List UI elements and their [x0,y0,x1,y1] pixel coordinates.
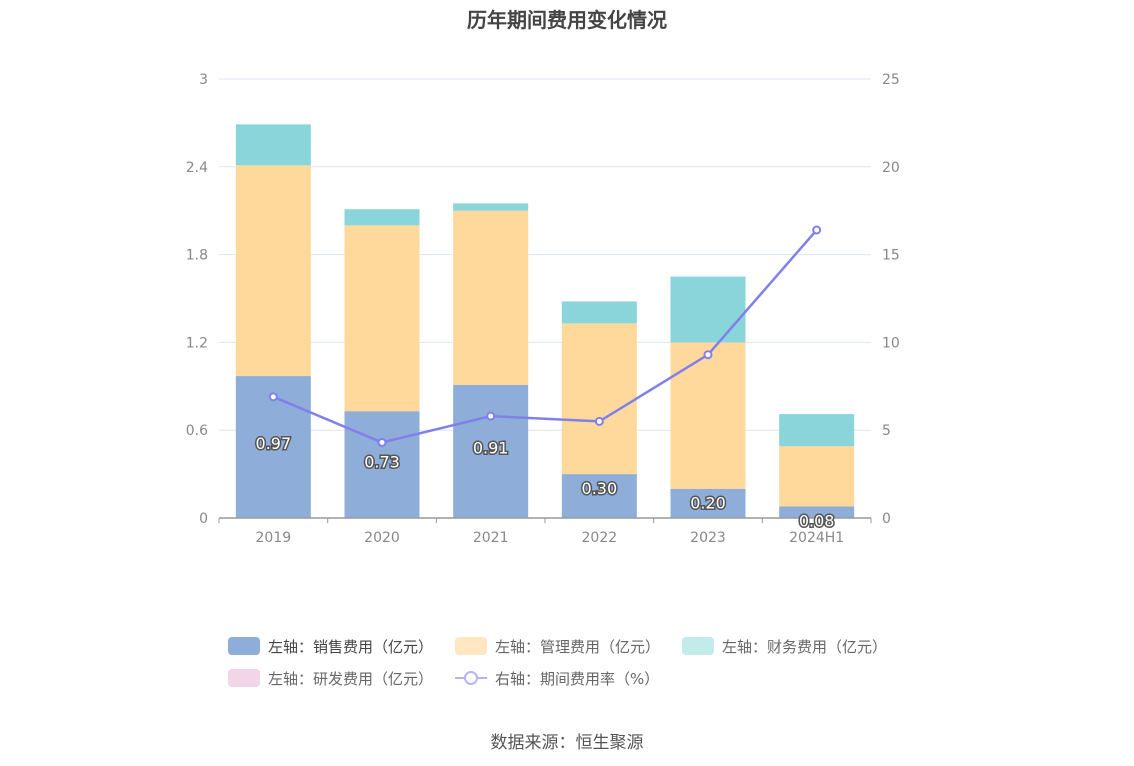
bar-segment [561,323,637,475]
legend-label-finance: 左轴：财务费用（亿元） [722,637,888,656]
right-axis-tick-label: 15 [882,248,900,264]
rate-point [268,392,278,402]
rate-line [272,229,818,444]
bar-segment [670,342,746,489]
x-axis-tick-label: 2022 [582,530,618,546]
legend-label-sales: 左轴：销售费用（亿元） [268,637,434,656]
axes: 0 0.6 1.2 1.8 2.4 3 0 5 10 15 20 25 2019 2020 2021 2022… [186,72,900,546]
x-axis-tick-label: 2020 [364,530,400,546]
left-axis-tick-label: 2.4 [186,160,208,176]
left-axis-tick-label: 1.8 [186,248,208,264]
source-note: 数据来源：恒生聚源 [490,733,644,753]
right-axis-tick-label: 0 [882,511,891,527]
bar-segment [561,474,637,518]
bar-segment [235,165,311,377]
rate-point [377,437,387,447]
bar-segment [235,124,311,166]
right-axis-tick-label: 25 [882,72,900,88]
x-axis-tick-label: 2021 [473,530,509,546]
left-axis-tick-label: 1.2 [186,335,208,351]
data-labels: 0.97 0.73 0.91 0.30 0.20 0.08 [254,432,836,532]
bar-data-label: 0.91 [473,438,509,457]
legend-item-rate[interactable]: 右轴：期间费用率（%） [455,668,659,689]
legend-line-rate-icon [455,669,488,687]
bar-segment [453,203,529,211]
legend-item-rnd[interactable]: 左轴：研发费用（亿元） [228,668,433,689]
left-axis-tick-label: 3 [199,72,208,88]
bar-segment [344,209,420,226]
legend-label-rate: 右轴：期间费用率（%） [495,669,660,688]
legend-label-rnd: 左轴：研发费用（亿元） [268,669,434,688]
rate-line-series [268,225,822,447]
bar-segment [779,414,855,447]
legend-item-admin[interactable]: 左轴：管理费用（亿元） [455,636,660,657]
chart-title: 历年期间费用变化情况 [467,8,667,32]
x-axis-tick-label: 2019 [256,530,292,546]
rate-point [812,225,822,235]
rate-point [486,411,496,421]
bar-series [235,124,855,518]
bar-data-label: 0.20 [690,494,726,513]
legend-label-admin: 左轴：管理费用（亿元） [495,637,661,656]
legend-swatch-sales [228,637,260,655]
left-axis-tick-label: 0.6 [186,423,208,439]
bar-data-label: 0.73 [364,452,400,471]
rate-point [703,350,713,360]
bar-segment [453,384,529,518]
bar-data-label: 0.08 [799,511,835,530]
legend: 左轴：销售费用（亿元） 左轴：管理费用（亿元） 左轴：财务费用（亿元） 左轴：研… [228,630,928,694]
legend-item-sales[interactable]: 左轴：销售费用（亿元） [228,636,433,657]
bar-segment [344,225,420,412]
bar-data-label: 0.97 [256,434,292,453]
grid-lines [219,78,871,431]
legend-swatch-admin [455,637,488,655]
bar-segment [670,276,746,343]
bar-segment [453,210,529,385]
legend-row-2: 左轴：研发费用（亿元） 右轴：期间费用率（%） [228,662,928,694]
bar-segment [344,411,420,518]
rate-point [594,416,604,426]
legend-swatch-rnd [228,669,260,687]
legend-item-finance[interactable]: 左轴：财务费用（亿元） [682,636,887,657]
x-axis-tick-label: 2023 [690,530,726,546]
bar-segment [561,301,637,324]
bar-segment [779,506,855,518]
right-axis-tick-label: 10 [882,335,900,351]
bar-segment [779,446,855,507]
right-axis-tick-label: 20 [882,160,900,176]
right-axis-tick-label: 5 [882,423,891,439]
x-axis-tick-label: 2024H1 [789,530,844,546]
legend-swatch-finance [682,637,715,655]
left-axis-tick-label: 0 [199,511,208,527]
bar-segment [670,488,746,518]
bar-data-label: 0.30 [582,479,618,498]
legend-row-1: 左轴：销售费用（亿元） 左轴：管理费用（亿元） 左轴：财务费用（亿元） [228,630,928,662]
chart-plot: 0 0.6 1.2 1.8 2.4 3 0 5 10 15 20 25 2019 2020 2021 2022… [186,72,900,546]
